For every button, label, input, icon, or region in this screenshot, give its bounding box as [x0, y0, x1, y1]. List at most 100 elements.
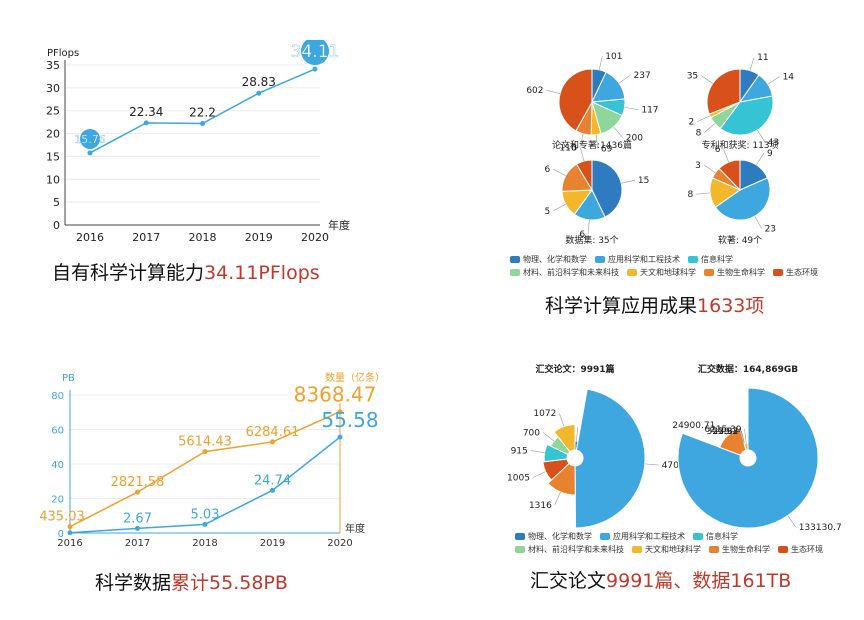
slice-value-label: 237	[634, 71, 651, 81]
legend-label: 生物生命科学	[722, 545, 770, 554]
pie-title: 论文和专著:1436篇	[552, 139, 632, 151]
pie-slice-eco	[718, 159, 741, 192]
legend-label: 天文和地球科学	[645, 545, 701, 554]
slice-value-label: 133130.7	[799, 523, 842, 530]
slice-value-label: 1072	[533, 409, 556, 419]
slice-value-label: 22.32	[713, 427, 739, 437]
slice-value-label: 69	[601, 145, 613, 155]
apps-legend: 物理、化学和数学 应用科学和工程技术 信息科学材料、前沿科学和未来科技 天文和地球科学…	[510, 253, 850, 279]
label-leader	[587, 219, 590, 234]
legend-swatch	[600, 533, 610, 540]
data-point	[337, 434, 343, 440]
pie-title: 软著: 49个	[718, 234, 762, 246]
apps-chart-panel: 101 237 117 200 69 110 602 论文和专著:1436篇 11 14 43 8 2 3…	[500, 40, 860, 255]
legend-label: 材料、前沿科学和未来科技	[528, 545, 624, 554]
pie-title: 专利和获奖: 113项	[701, 139, 778, 151]
legend-swatch	[773, 269, 783, 276]
share-caption-prefix: 汇交论文	[530, 570, 607, 592]
pie-slice-eco	[575, 159, 593, 192]
pie-slice-astro	[743, 442, 749, 451]
pin-marker	[301, 37, 329, 66]
legend-item-materials: 材料、前沿科学和未来科技	[510, 266, 619, 279]
data-point	[312, 66, 318, 72]
x-tick-label: 2019	[245, 231, 273, 244]
data-label: 55.58	[321, 408, 378, 432]
y-tick-label: 40	[51, 460, 64, 471]
label-leader	[580, 147, 585, 162]
y-tick-label: 10	[46, 173, 60, 186]
label-leader	[624, 107, 639, 110]
data-point	[135, 525, 140, 531]
legend-item-astro: 天文和地球科学	[627, 266, 696, 279]
y-axis-label: PFlops	[47, 48, 79, 59]
label-leader	[532, 471, 546, 478]
data-label: 34.11	[291, 42, 340, 62]
label-leader	[618, 74, 631, 84]
data-caption: 科学数据累计55.58PB	[95, 568, 288, 595]
data-point	[143, 120, 149, 126]
y2-axis-label: 数量（亿条）	[325, 371, 385, 384]
legend-item-eco: 生态环境	[773, 266, 818, 279]
data-label: 5.03	[191, 507, 220, 522]
pin-marker	[80, 128, 100, 149]
data-label: 6284.61	[246, 425, 300, 440]
compute-caption-highlight: 34.11PFlops	[204, 262, 320, 284]
label-leader	[741, 430, 746, 445]
label-leader	[754, 215, 762, 229]
x-tick-label: 2019	[260, 538, 285, 549]
slice-value-label: 700	[523, 428, 540, 438]
pie-slice-applied	[677, 387, 819, 529]
slice-value-label: 14	[783, 73, 795, 83]
legend-swatch	[709, 546, 719, 553]
legend-item-materials: 材料、前沿科学和未来科技	[515, 543, 624, 556]
compute-caption: 自有科学计算能力34.11PFlops	[52, 258, 320, 285]
legend-label: 应用科学和工程技术	[608, 255, 680, 264]
label-leader	[718, 424, 728, 436]
slice-value-label: 23	[765, 224, 776, 234]
legend-item-info: 信息科学	[688, 253, 733, 266]
data-point	[270, 439, 275, 445]
slice-value-label: 200	[626, 134, 643, 144]
data-point	[256, 90, 262, 96]
label-leader	[559, 413, 565, 427]
legend-item-bio: 生物生命科学	[704, 266, 765, 279]
apps-caption-prefix: 科学计算应用成果	[545, 295, 698, 317]
label-leader	[530, 450, 545, 454]
x-tick-label: 2020	[301, 231, 329, 244]
slice-value-label: 43	[768, 138, 779, 148]
slice-value-label: 101	[605, 52, 622, 62]
legend-swatch	[688, 256, 698, 263]
slice-value-label: 355.93	[706, 427, 738, 437]
label-leader	[554, 491, 561, 506]
y-tick-label: 25	[46, 105, 60, 118]
x-tick-label: 2018	[192, 538, 217, 549]
slice-value-label: 8	[696, 129, 702, 139]
label-leader	[553, 168, 566, 177]
data-label: 8368.47	[294, 383, 377, 407]
legend-item-physchem: 物理、化学和数学	[515, 530, 592, 543]
label-leader	[703, 164, 716, 174]
data-point	[202, 449, 208, 455]
y-tick-label: 20	[46, 128, 60, 141]
share-caption-highlight: 9991篇、数据161TB	[606, 570, 792, 592]
legend-item-physchem: 物理、化学和数学	[510, 253, 587, 266]
legend-label: 物理、化学和数学	[523, 255, 587, 264]
legend-swatch	[627, 269, 637, 276]
y-tick-label: 15	[46, 150, 60, 163]
y-axis-label: PB	[62, 373, 75, 384]
slice-value-label: 4703	[662, 461, 685, 471]
pie-slice-eco	[558, 68, 593, 132]
legend-swatch	[510, 269, 520, 276]
share-legend: 物理、化学和数学 应用科学和工程技术 信息科学材料、前沿科学和未来科技 天文和地球科学…	[515, 530, 860, 556]
label-leader	[700, 75, 713, 84]
y-tick-label: 20	[51, 495, 64, 506]
slice-value-label: 117	[641, 106, 658, 116]
legend-label: 材料、前沿科学和未来科技	[523, 268, 619, 277]
slice-value-label: 110	[559, 143, 576, 153]
legend-swatch	[515, 533, 525, 540]
share-caption: 汇交论文9991篇、数据161TB	[530, 566, 791, 593]
label-leader	[757, 129, 766, 143]
label-leader	[756, 152, 765, 166]
legend-item-applied: 应用科学和工程技术	[600, 530, 685, 543]
data-line-chart: PB 数量（亿条） 0 20 40 60 80 2016 2017 2018 2019 2020 年度 4…	[39, 371, 385, 549]
